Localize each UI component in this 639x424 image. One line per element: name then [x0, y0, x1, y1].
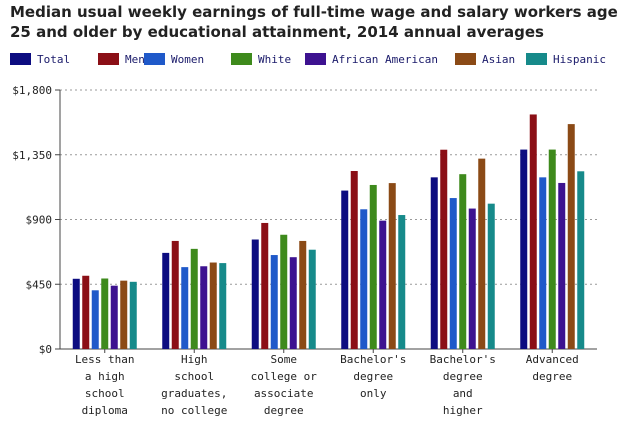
- bar-asian-cat-2: [299, 240, 307, 349]
- bar-white-cat-4: [459, 174, 467, 349]
- legend-swatch-women: [144, 53, 165, 65]
- y-tick-label-4: $1,800: [12, 84, 52, 97]
- bar-african-american-cat-0: [110, 285, 118, 349]
- chart-legend: Total Men Women White African American A…: [10, 51, 635, 67]
- bar-women-cat-1: [181, 267, 189, 349]
- legend-label-hispanic: Hispanic: [553, 52, 606, 66]
- bar-asian-cat-3: [388, 183, 396, 349]
- bar-men-cat-2: [261, 222, 269, 349]
- legend-label-asian: Asian: [482, 52, 516, 66]
- bar-hispanic-cat-4: [487, 203, 495, 349]
- bar-african-american-cat-2: [289, 257, 297, 349]
- x-tick-label-4-line-2: and: [453, 387, 473, 400]
- legend-swatch-total: [10, 53, 31, 65]
- bar-african-american-cat-4: [468, 208, 476, 349]
- x-tick-label-3-line-0: Bachelor's: [340, 353, 406, 366]
- legend-item-african-american: African American: [305, 51, 438, 67]
- bar-total-cat-0: [72, 278, 80, 349]
- x-tick-label-3-line-1: degree: [353, 370, 393, 383]
- bar-women-cat-0: [91, 290, 99, 349]
- x-tick-label-2-line-0: Some: [271, 353, 298, 366]
- legend-label-african-american: African American: [332, 52, 438, 66]
- bar-hispanic-cat-1: [219, 263, 227, 349]
- bar-women-cat-3: [360, 209, 368, 349]
- legend-item-white: White: [231, 51, 291, 67]
- x-tick-label-2-line-2: associate: [254, 387, 314, 400]
- bar-women-cat-4: [449, 198, 457, 349]
- legend-item-men: Men: [98, 51, 145, 67]
- legend-swatch-men: [98, 53, 119, 65]
- bar-total-cat-2: [251, 239, 259, 349]
- bar-white-cat-0: [101, 278, 109, 349]
- bar-total-cat-5: [520, 149, 528, 349]
- bar-men-cat-5: [529, 114, 537, 349]
- bar-white-cat-2: [280, 234, 288, 349]
- bar-men-cat-4: [440, 149, 448, 349]
- x-tick-label-2-line-1: college or: [251, 370, 318, 383]
- x-tick-label-1-line-3: no college: [161, 404, 227, 417]
- legend-item-total: Total: [10, 51, 70, 67]
- legend-swatch-hispanic: [526, 53, 547, 65]
- bar-women-cat-5: [539, 177, 547, 349]
- x-tick-label-5-line-1: degree: [532, 370, 572, 383]
- bar-asian-cat-0: [120, 280, 128, 349]
- legend-swatch-asian: [455, 53, 476, 65]
- bar-asian-cat-5: [567, 124, 575, 349]
- x-tick-label-0-line-0: Less than: [75, 353, 135, 366]
- bar-african-american-cat-1: [200, 266, 208, 349]
- bar-total-cat-1: [162, 252, 170, 349]
- bar-total-cat-3: [341, 190, 349, 349]
- legend-label-white: White: [258, 52, 292, 66]
- bar-hispanic-cat-2: [308, 249, 316, 349]
- legend-item-asian: Asian: [455, 51, 515, 67]
- x-tick-label-1-line-0: High: [181, 353, 208, 366]
- y-tick-label-3: $1,350: [12, 149, 52, 162]
- chart-title: Median usual weekly earnings of full-tim…: [10, 3, 618, 41]
- bar-hispanic-cat-0: [129, 281, 137, 349]
- bar-african-american-cat-5: [558, 182, 566, 349]
- bar-african-american-cat-3: [379, 220, 387, 349]
- bar-white-cat-3: [369, 184, 377, 349]
- bar-total-cat-4: [430, 177, 438, 349]
- bar-white-cat-1: [190, 248, 198, 349]
- bar-asian-cat-1: [209, 262, 217, 349]
- legend-label-men: Men: [125, 52, 145, 66]
- bar-hispanic-cat-3: [398, 215, 406, 349]
- bar-women-cat-2: [270, 255, 278, 349]
- y-tick-label-2: $900: [26, 214, 53, 227]
- x-tick-label-5-line-0: Advanced: [526, 353, 579, 366]
- y-tick-label-1: $450: [26, 278, 53, 291]
- x-tick-label-0-line-2: school: [85, 387, 125, 400]
- x-tick-label-1-line-2: graduates,: [161, 387, 227, 400]
- x-tick-label-4-line-1: degree: [443, 370, 483, 383]
- legend-label-women: Women: [171, 52, 205, 66]
- x-tick-label-2-line-3: degree: [264, 404, 304, 417]
- bar-white-cat-5: [548, 149, 556, 349]
- legend-label-total: Total: [37, 52, 71, 66]
- bar-asian-cat-4: [478, 158, 486, 349]
- x-tick-label-4-line-0: Bachelor's: [430, 353, 496, 366]
- x-tick-label-0-line-3: diploma: [82, 404, 128, 417]
- bar-men-cat-0: [82, 275, 90, 349]
- legend-item-hispanic: Hispanic: [526, 51, 606, 67]
- bar-men-cat-1: [171, 240, 179, 349]
- x-tick-label-1-line-1: school: [174, 370, 214, 383]
- legend-swatch-african-american: [305, 53, 326, 65]
- x-tick-label-0-line-1: a high: [85, 370, 125, 383]
- legend-item-women: Women: [144, 51, 204, 67]
- legend-swatch-white: [231, 53, 252, 65]
- x-tick-label-4-line-3: higher: [443, 404, 483, 417]
- bar-men-cat-3: [350, 171, 358, 349]
- bar-hispanic-cat-5: [577, 171, 585, 349]
- y-tick-label-0: $0: [39, 343, 52, 356]
- x-tick-label-3-line-2: only: [360, 387, 387, 400]
